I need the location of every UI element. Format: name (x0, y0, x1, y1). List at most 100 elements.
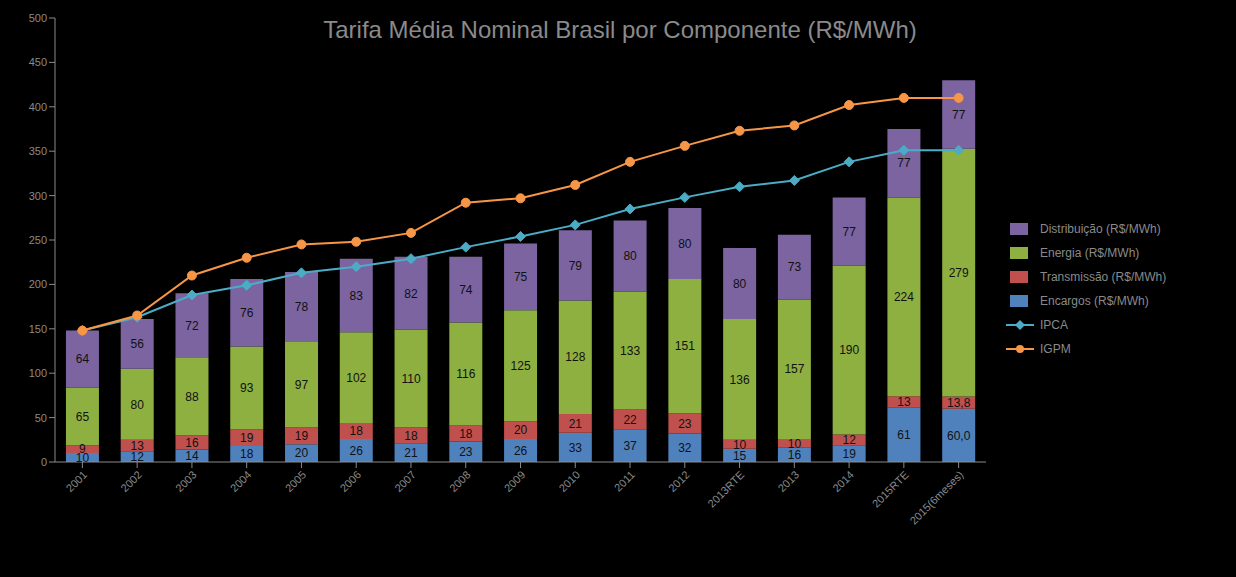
svg-text:82: 82 (404, 287, 418, 301)
svg-text:18: 18 (240, 447, 254, 461)
svg-text:97: 97 (295, 378, 309, 392)
html-text:Energia (R$/MWh): Energia (R$/MWh) (1040, 245, 1140, 260)
svg-text:23: 23 (459, 445, 473, 459)
svg-text:350: 350 (29, 145, 47, 157)
svg-text:76: 76 (240, 306, 254, 320)
svg-text:2013: 2013 (775, 468, 801, 494)
html-text:IGPM: IGPM (1040, 341, 1071, 356)
svg-text:77: 77 (952, 108, 966, 122)
svg-text:2003: 2003 (173, 468, 199, 494)
html-text:Tarifa Média Nominal Brasil po: Tarifa Média Nominal Brasil por Componen… (323, 16, 917, 43)
svg-text:10: 10 (733, 438, 747, 452)
svg-text:18: 18 (404, 429, 418, 443)
svg-text:2013RTE: 2013RTE (705, 468, 746, 509)
svg-text:200: 200 (29, 278, 47, 290)
svg-text:2012: 2012 (666, 468, 692, 494)
svg-text:78: 78 (295, 300, 309, 314)
svg-text:74: 74 (459, 283, 473, 297)
svg-text:80: 80 (678, 237, 692, 251)
svg-text:18: 18 (350, 424, 364, 438)
svg-text:100: 100 (29, 367, 47, 379)
svg-text:20: 20 (295, 446, 309, 460)
svg-text:80: 80 (733, 277, 747, 291)
html-text:Transmissão (R$/MWh): Transmissão (R$/MWh) (1040, 269, 1167, 284)
svg-text:136: 136 (730, 373, 750, 387)
svg-text:2014: 2014 (830, 468, 856, 494)
svg-text:224: 224 (894, 290, 914, 304)
svg-text:80: 80 (131, 398, 145, 412)
svg-text:23: 23 (678, 417, 692, 431)
svg-text:14: 14 (185, 449, 199, 463)
svg-text:75: 75 (514, 270, 528, 284)
html-text:Encargos (R$/MWh): Encargos (R$/MWh) (1040, 293, 1149, 308)
svg-text:2002: 2002 (118, 468, 144, 494)
svg-text:21: 21 (404, 446, 418, 460)
svg-text:125: 125 (511, 359, 531, 373)
svg-text:110: 110 (401, 372, 420, 386)
svg-text:2006: 2006 (337, 468, 363, 494)
svg-text:157: 157 (784, 362, 804, 376)
svg-text:37: 37 (623, 439, 637, 453)
svg-text:190: 190 (839, 343, 859, 357)
svg-text:26: 26 (350, 444, 364, 458)
svg-text:19: 19 (842, 447, 856, 461)
svg-text:72: 72 (185, 319, 199, 333)
svg-text:9: 9 (79, 442, 86, 456)
svg-text:22: 22 (623, 413, 637, 427)
svg-text:16: 16 (185, 436, 199, 450)
svg-text:500: 500 (29, 12, 47, 24)
svg-text:450: 450 (29, 56, 47, 68)
svg-text:77: 77 (897, 156, 911, 170)
svg-text:2011: 2011 (612, 468, 637, 493)
svg-text:2005: 2005 (283, 468, 309, 494)
svg-text:2007: 2007 (392, 468, 418, 494)
svg-text:60,0: 60,0 (947, 429, 971, 443)
svg-text:19: 19 (295, 429, 309, 443)
svg-text:65: 65 (76, 410, 90, 424)
svg-text:10: 10 (788, 437, 802, 451)
svg-text:279: 279 (949, 266, 969, 280)
svg-text:2015(6meses): 2015(6meses) (907, 468, 965, 526)
svg-text:80: 80 (623, 249, 637, 263)
svg-text:88: 88 (185, 390, 199, 404)
svg-text:2001: 2001 (64, 468, 90, 494)
svg-text:64: 64 (76, 352, 90, 366)
svg-text:2010: 2010 (556, 468, 582, 494)
svg-text:18: 18 (459, 427, 473, 441)
svg-text:26: 26 (514, 444, 528, 458)
svg-text:300: 300 (29, 190, 47, 202)
svg-text:400: 400 (29, 101, 47, 113)
svg-text:77: 77 (842, 225, 856, 239)
svg-text:116: 116 (456, 367, 475, 381)
svg-text:10: 10 (75, 450, 90, 465)
svg-text:33: 33 (569, 441, 583, 455)
svg-text:0: 0 (41, 456, 47, 468)
svg-text:2009: 2009 (502, 468, 528, 494)
svg-text:2004: 2004 (228, 468, 254, 494)
svg-text:19: 19 (240, 431, 254, 445)
svg-text:21: 21 (569, 417, 583, 431)
svg-text:128: 128 (565, 350, 585, 364)
svg-text:83: 83 (350, 289, 364, 303)
html-text:IPCA: IPCA (1040, 317, 1068, 332)
svg-text:102: 102 (346, 371, 366, 385)
svg-text:151: 151 (675, 339, 695, 353)
svg-text:32: 32 (678, 441, 692, 455)
svg-text:56: 56 (131, 337, 145, 351)
svg-text:13: 13 (897, 395, 911, 409)
svg-text:79: 79 (569, 259, 583, 273)
svg-text:2008: 2008 (447, 468, 473, 494)
svg-text:133: 133 (620, 344, 640, 358)
svg-text:150: 150 (29, 323, 47, 335)
svg-text:2015RTE: 2015RTE (870, 468, 911, 509)
svg-text:93: 93 (240, 381, 254, 395)
svg-text:73: 73 (788, 260, 802, 274)
svg-text:61: 61 (897, 428, 911, 442)
svg-text:12: 12 (842, 433, 856, 447)
svg-text:13: 13 (131, 439, 145, 453)
svg-text:250: 250 (29, 234, 47, 246)
svg-text:50: 50 (35, 412, 47, 424)
html-text:Distribuição (R$/MWh): Distribuição (R$/MWh) (1040, 221, 1161, 236)
svg-text:13,8: 13,8 (947, 396, 971, 410)
svg-text:20: 20 (514, 423, 528, 437)
